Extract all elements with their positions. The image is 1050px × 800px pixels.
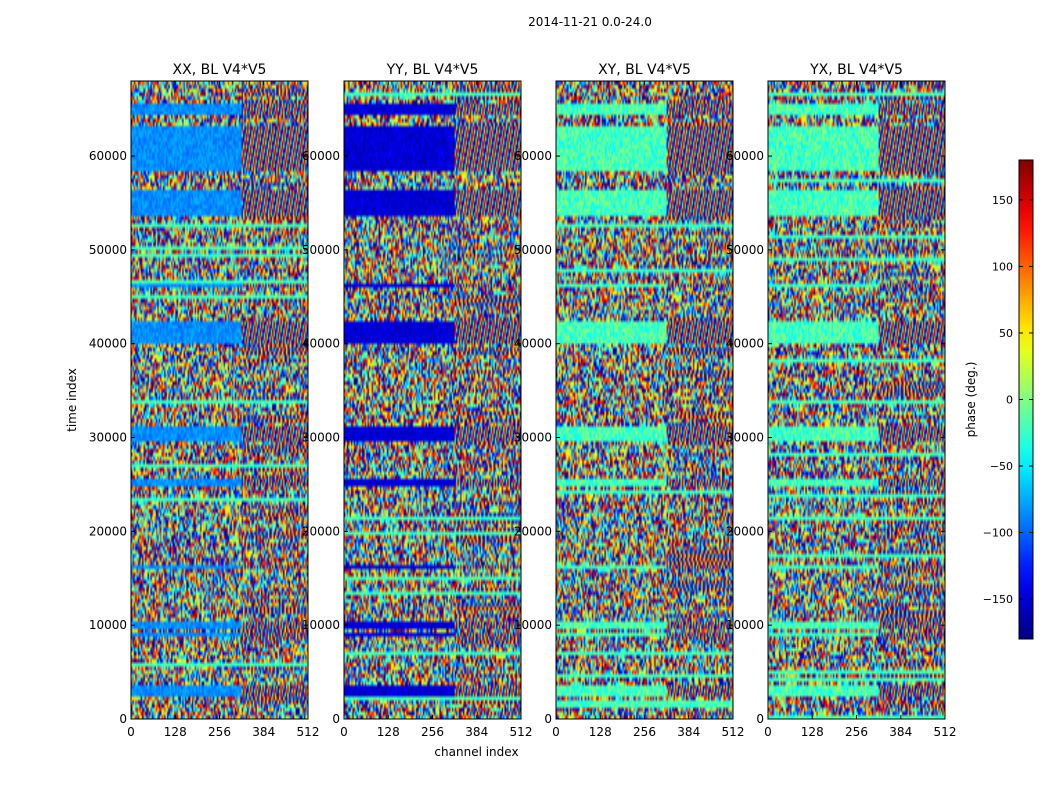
colorbar-tick-label: 100 [992,260,1013,273]
heatmap-image [556,81,733,719]
y-tick-label: 60000 [726,149,764,163]
x-tick-label: 128 [801,725,824,739]
y-tick-label: 50000 [726,243,764,257]
colorbar-tick-label: −50 [990,460,1013,473]
y-tick-label: 30000 [514,431,552,445]
y-tick-label: 50000 [302,243,340,257]
panel-title: YY, BL V4*V5 [386,62,479,78]
y-tick-label: 0 [544,712,552,726]
y-tick-label: 40000 [89,337,127,351]
x-tick-label: 0 [127,725,135,739]
x-tick-label: 0 [340,725,348,739]
y-tick-label: 10000 [514,618,552,632]
y-tick-label: 0 [332,712,340,726]
y-tick-label: 40000 [726,337,764,351]
y-tick-label: 20000 [726,524,764,538]
x-tick-label: 384 [677,725,700,739]
colorbar-tick-label: −100 [983,527,1013,540]
x-tick-label: 256 [633,725,656,739]
colorbar-tick-label: 50 [999,327,1013,340]
y-tick-label: 60000 [302,149,340,163]
panel-title: YX, BL V4*V5 [809,62,903,78]
y-tick-label: 10000 [89,618,127,632]
y-axis-label: time index [65,368,79,432]
x-tick-label: 128 [377,725,400,739]
y-tick-label: 10000 [302,618,340,632]
heatmap-image [344,81,521,719]
colorbar-tick-label: 0 [1006,394,1013,407]
y-tick-label: 40000 [302,337,340,351]
panel-0: XX, BL V4*V5 0 128 256 384 512 0 10000 20000 3000… [65,62,319,739]
y-tick-label: 30000 [302,431,340,445]
heatmap-image [131,81,308,719]
y-tick-label: 10000 [726,618,764,632]
x-tick-label: 512 [722,725,745,739]
x-tick-label: 384 [465,725,488,739]
colorbar-tick-label: −150 [983,593,1013,606]
y-tick-label: 0 [756,712,764,726]
x-tick-label: 0 [552,725,560,739]
y-tick-label: 40000 [514,337,552,351]
x-tick-label: 512 [934,725,957,739]
y-tick-label: 50000 [89,243,127,257]
panel-1: YY, BL V4*V5 0 128 256 384 512 0 10000 20000 3000… [302,62,533,759]
panel-title: XY, BL V4*V5 [598,62,691,78]
panel-3: YX, BL V4*V5 0 128 256 384 512 0 10000 20000 3000… [726,62,957,739]
x-tick-label: 128 [164,725,187,739]
x-tick-label: 384 [889,725,912,739]
y-tick-label: 20000 [302,524,340,538]
colorbar-label: phase (deg.) [964,362,978,438]
y-tick-label: 30000 [726,431,764,445]
y-tick-label: 60000 [514,149,552,163]
y-tick-label: 20000 [89,524,127,538]
y-tick-label: 60000 [89,149,127,163]
x-tick-label: 512 [510,725,533,739]
figure-suptitle: 2014-11-21 0.0-24.0 [528,15,652,29]
x-tick-label: 128 [589,725,612,739]
y-tick-label: 20000 [514,524,552,538]
heatmap-image [768,81,945,719]
x-axis-label: channel index [434,745,518,759]
colorbar: −150 −100 −50 0 50 100 150 phase (deg.) [964,159,1034,640]
y-tick-label: 30000 [89,431,127,445]
panel-2: XY, BL V4*V5 0 128 256 384 512 0 10000 20000 3000… [514,62,745,739]
x-tick-label: 256 [208,725,231,739]
x-tick-label: 0 [764,725,772,739]
y-tick-label: 50000 [514,243,552,257]
x-tick-label: 256 [845,725,868,739]
x-tick-label: 512 [297,725,320,739]
x-tick-label: 384 [252,725,275,739]
colorbar-tick-label: 150 [992,194,1013,207]
x-tick-label: 256 [421,725,444,739]
panel-title: XX, BL V4*V5 [173,62,267,78]
panels: XX, BL V4*V5 0 128 256 384 512 0 10000 20000 3000… [65,62,956,759]
y-tick-label: 0 [119,712,127,726]
